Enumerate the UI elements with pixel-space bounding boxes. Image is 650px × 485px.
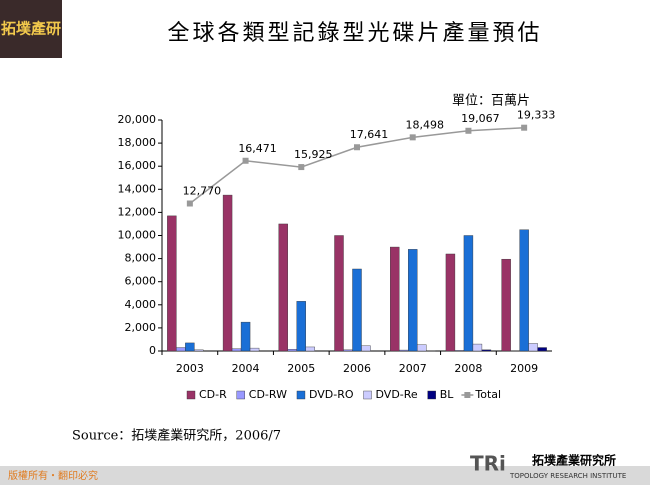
bar [287, 349, 297, 352]
unit-label: 單位：百萬片 [452, 94, 530, 109]
x-tick-label: 2009 [510, 362, 538, 375]
y-tick-label: 8,000 [125, 252, 157, 265]
bar [454, 350, 465, 352]
bar [463, 235, 474, 352]
total-marker [242, 157, 249, 164]
bar [249, 347, 260, 352]
y-tick-label: 12,000 [118, 205, 157, 218]
source: Source：拓墣產業研究所，2006/7 [72, 428, 281, 444]
legend-swatch [363, 390, 372, 400]
bar [399, 349, 409, 352]
legend-label: DVD-RO [309, 388, 354, 401]
legend-swatch [186, 390, 196, 400]
total-marker [409, 134, 416, 141]
legend-label: BL [440, 388, 455, 401]
legend-marker [464, 392, 471, 398]
total-marker [298, 164, 305, 171]
value-label: 16,471 [238, 142, 277, 155]
y-tick-label: 2,000 [125, 321, 157, 334]
bar [240, 321, 251, 352]
bar [194, 349, 204, 352]
bar [528, 343, 538, 352]
total-marker [521, 124, 528, 131]
logo-name: 拓墣產業研究所 [532, 453, 616, 468]
x-tick-label: 2007 [399, 362, 427, 375]
y-tick-label: 20,000 [118, 113, 157, 126]
bar [390, 246, 400, 352]
bar [408, 249, 418, 352]
bar [361, 345, 371, 352]
y-tick-label: 6,000 [125, 275, 157, 288]
bar [305, 346, 315, 352]
bar [501, 258, 511, 352]
x-tick-label: 2006 [343, 362, 371, 375]
y-tick-label: 4,000 [125, 298, 157, 311]
value-label: 18,498 [405, 118, 444, 131]
bar [222, 194, 233, 352]
bar [417, 344, 427, 352]
bar [519, 229, 529, 352]
bar [185, 342, 195, 352]
logo-mark: TRi [470, 452, 506, 476]
value-label: 19,067 [461, 112, 500, 125]
bar [537, 347, 547, 352]
legend-label: DVD-Re [376, 388, 418, 401]
value-label: 19,333 [517, 109, 556, 122]
x-tick-label: 2003 [176, 362, 204, 375]
footer-bar [0, 466, 650, 485]
value-label: 15,925 [294, 148, 333, 161]
legend-label: CD-R [199, 388, 227, 401]
logo-english: TOPOLOGY RESEARCH INSTITUTE [509, 472, 626, 480]
chart-title: 全球各類型記錄型光碟片產量預估 [167, 21, 542, 46]
total-marker [186, 200, 193, 207]
bar [176, 347, 186, 352]
legend-swatch [296, 390, 306, 400]
x-tick-label: 2008 [454, 362, 482, 375]
footer-text: 版權所有・翻印必究 [8, 469, 98, 482]
bar [167, 215, 177, 352]
bar [343, 349, 353, 352]
y-tick-label: 18,000 [118, 136, 157, 149]
x-tick-label: 2005 [287, 362, 315, 375]
y-tick-label: 14,000 [118, 182, 157, 195]
bar [278, 223, 288, 352]
value-label: 12,770 [183, 185, 222, 198]
bar [445, 253, 456, 352]
legend-swatch [427, 390, 436, 400]
bar [472, 343, 483, 352]
logo-top: 拓墣產研 [1, 20, 61, 38]
y-tick-label: 10,000 [118, 229, 157, 242]
logo-box [0, 0, 62, 58]
legend-label: CD-RW [249, 388, 287, 401]
bar [296, 301, 306, 352]
y-tick-label: 0 [149, 344, 156, 357]
bar [334, 235, 344, 352]
bar [231, 348, 242, 352]
legend-label: Total [474, 388, 501, 401]
value-label: 17,641 [350, 128, 389, 141]
y-tick-label: 16,000 [118, 159, 157, 172]
total-marker [465, 127, 472, 134]
x-tick-label: 2004 [232, 362, 260, 375]
total-marker [354, 144, 360, 151]
bar [481, 349, 492, 352]
legend-swatch [236, 390, 245, 400]
bar [352, 268, 362, 352]
